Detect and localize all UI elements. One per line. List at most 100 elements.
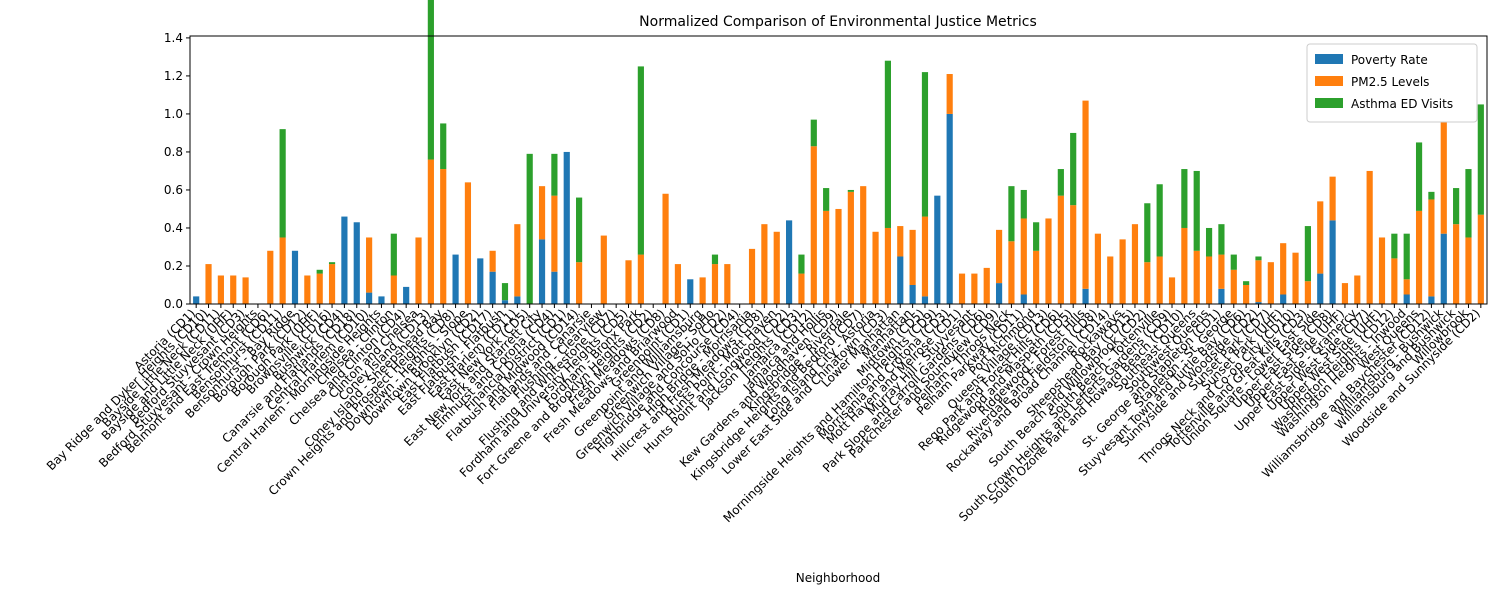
bar-segment: [1366, 170, 1373, 304]
bar-segment: [1255, 260, 1262, 303]
bar-segment: [353, 222, 360, 304]
y-tick-label: 0.0: [164, 297, 183, 311]
bar-segment: [934, 195, 941, 304]
bar-segment: [1477, 104, 1484, 215]
bar-segment: [501, 283, 509, 301]
bar-segment: [1033, 250, 1040, 304]
bar-segment: [1391, 258, 1398, 304]
bar-segment: [687, 279, 694, 304]
bar-segment: [823, 210, 830, 304]
axes-frame: [189, 35, 1488, 305]
bar-segment: [835, 208, 842, 304]
bar-segment: [1218, 288, 1225, 304]
bar-segment: [390, 275, 397, 304]
bar-segment: [637, 254, 644, 304]
bar-segment: [279, 237, 286, 304]
bar-segment: [847, 191, 854, 304]
bar-segment: [625, 260, 632, 304]
bar-segment: [193, 296, 200, 304]
bar-segment: [1156, 184, 1163, 257]
bar-segment: [1304, 226, 1311, 282]
legend-swatch: [1315, 98, 1343, 108]
bar-segment: [316, 273, 323, 304]
bar-segment: [810, 119, 817, 147]
bar-segment: [1008, 186, 1015, 242]
bar-segment: [1131, 224, 1139, 304]
bar-segment: [576, 197, 583, 263]
bar-segment: [1341, 283, 1349, 304]
bar-segment: [440, 123, 447, 170]
x-axis-label: Neighborhood: [796, 571, 881, 585]
bar-segment: [1033, 222, 1040, 251]
bar-segment: [897, 226, 904, 257]
bar-segment: [1465, 237, 1472, 304]
bar-segment: [1218, 224, 1225, 255]
bar-segment: [921, 216, 929, 297]
bar-segment: [1453, 224, 1460, 304]
bar-segment: [1403, 294, 1410, 304]
bar-segment: [724, 264, 731, 304]
bar-segment: [489, 250, 496, 272]
bar-segment: [1329, 176, 1336, 221]
bar-segment: [1218, 254, 1225, 289]
bar-segment: [489, 271, 496, 304]
bar-segment: [452, 254, 459, 304]
bar-segment: [909, 284, 916, 304]
bar-segment: [291, 250, 299, 304]
bar-segment: [501, 300, 509, 304]
y-tick-label: 0.2: [164, 259, 183, 273]
y-tick-label: 1.0: [164, 107, 183, 121]
bar-segment: [217, 275, 224, 304]
bar-segment: [427, 159, 434, 304]
bar-segment: [699, 277, 706, 304]
bar-segment: [600, 235, 607, 304]
bar-segment: [872, 231, 879, 304]
bar-segment: [1453, 188, 1460, 225]
bar-segment: [786, 220, 793, 304]
bar-segment: [1280, 294, 1287, 304]
bar-segment: [983, 267, 990, 304]
y-tick-label: 0.4: [164, 221, 183, 235]
bar-segment: [551, 195, 558, 272]
bar-segment: [995, 283, 1003, 304]
bar-segment: [551, 271, 558, 304]
bar-segment: [279, 129, 286, 238]
bar-segment: [390, 233, 397, 276]
bar-segment: [1415, 210, 1423, 304]
bar-segment: [1267, 262, 1274, 304]
bar-segment: [711, 264, 719, 304]
bar-segment: [1045, 218, 1052, 304]
bar-segment: [761, 224, 768, 304]
bar-segment: [748, 248, 756, 304]
bar-segment: [637, 66, 644, 255]
y-tick-label: 1.4: [164, 31, 183, 45]
bar-segment: [1304, 281, 1311, 304]
bar-segment: [403, 286, 410, 304]
bar-segment: [1428, 296, 1435, 304]
legend-swatch: [1315, 54, 1343, 64]
bar-segment: [1403, 233, 1410, 280]
y-tick-label: 0.6: [164, 183, 183, 197]
bar-segment: [1057, 195, 1064, 304]
bar-segment: [1181, 169, 1188, 228]
chart-title: Normalized Comparison of Environmental J…: [639, 14, 1037, 30]
bar-segment: [1391, 233, 1398, 259]
bar-segment: [1020, 218, 1027, 295]
bar-segment: [427, 0, 434, 160]
bar-segment: [205, 264, 212, 304]
bar-segment: [1168, 277, 1176, 304]
bar-segment: [415, 237, 422, 304]
bar-segment: [378, 296, 385, 304]
bar-segment: [1082, 100, 1089, 289]
bar-segment: [1082, 288, 1089, 304]
bar-segment: [897, 256, 904, 304]
bar-segment: [242, 277, 249, 304]
legend-swatch: [1315, 76, 1343, 86]
bar-segment: [328, 262, 336, 265]
bar-segment: [1181, 227, 1188, 304]
bar-segment: [1193, 170, 1200, 251]
bar-segment: [884, 227, 891, 304]
bar-segment: [971, 273, 978, 304]
bar-segment: [823, 188, 830, 211]
